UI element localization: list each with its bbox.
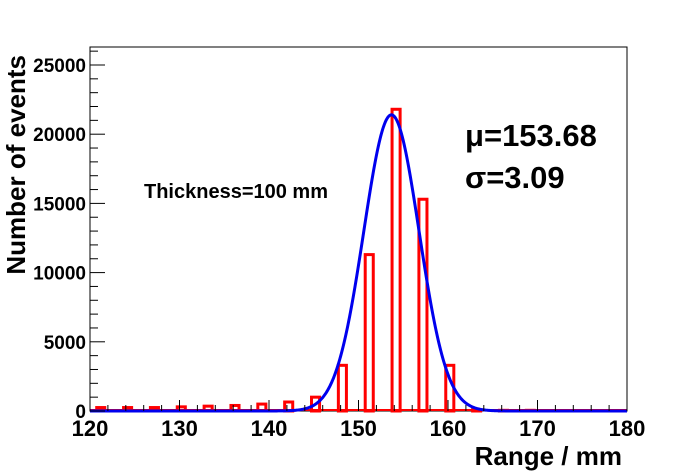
x-tick-label: 160 xyxy=(430,416,467,441)
x-tick-label: 170 xyxy=(519,416,556,441)
y-tick-label: 0 xyxy=(75,402,86,423)
thickness-annotation: Thickness=100 mm xyxy=(144,181,328,203)
y-axis-label: Number of events xyxy=(1,55,31,275)
histogram-bar xyxy=(363,253,375,413)
frame xyxy=(89,46,628,412)
y-tick-label: 5000 xyxy=(44,333,86,354)
sigma-annotation: σ=3.09 xyxy=(465,160,565,195)
y-tick-label: 25000 xyxy=(33,56,86,77)
x-axis-label: Range / mm xyxy=(475,441,622,471)
histogram-bar xyxy=(390,107,402,413)
x-tick-label: 120 xyxy=(72,416,109,441)
x-tick-label: 130 xyxy=(161,416,198,441)
y-tick-label: 10000 xyxy=(33,264,86,285)
mu-annotation: μ=153.68 xyxy=(465,118,597,153)
x-tick-label: 150 xyxy=(340,416,377,441)
axes: 120 130 140 150 160 170 180 0 5000 10000 15000 2000… xyxy=(33,50,646,441)
histogram-bar xyxy=(336,363,348,413)
x-tick-label: 180 xyxy=(609,416,646,441)
y-tick-label: 15000 xyxy=(33,194,86,215)
x-tick-label: 140 xyxy=(251,416,288,441)
y-tick-label: 20000 xyxy=(33,125,86,146)
